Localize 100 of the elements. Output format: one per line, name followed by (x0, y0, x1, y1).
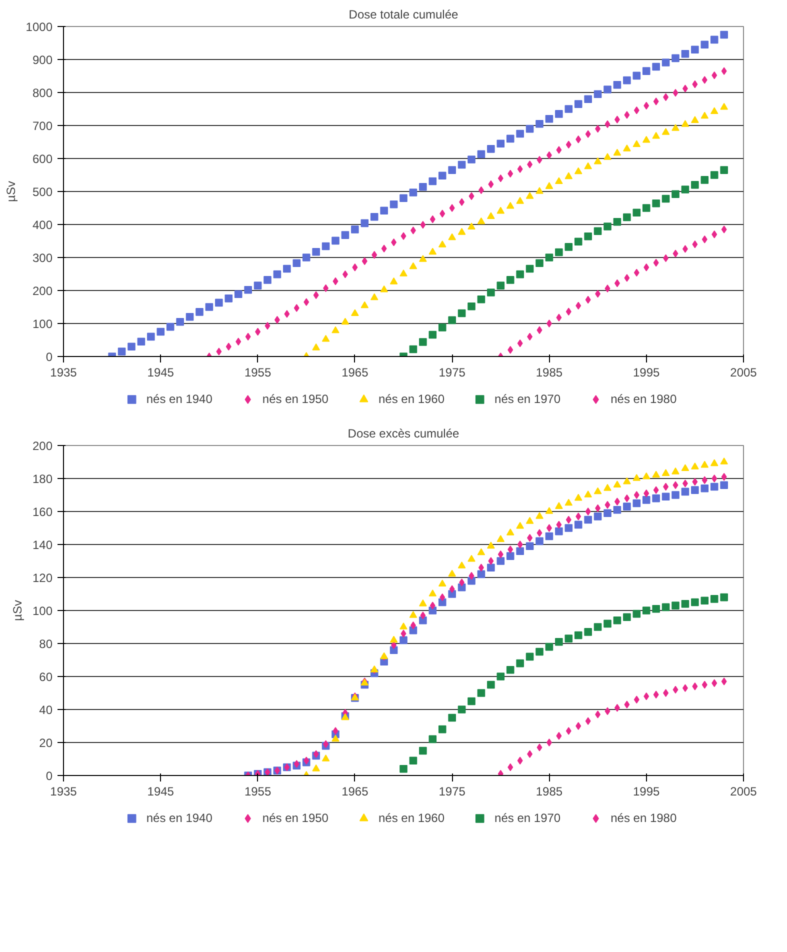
point (604, 153, 612, 160)
point (351, 309, 359, 316)
point (438, 240, 446, 248)
legend-label: nés en 1960 (378, 811, 445, 825)
point (440, 593, 446, 602)
point (692, 80, 698, 88)
point (721, 472, 727, 481)
point (672, 491, 680, 499)
point (604, 620, 612, 628)
point (448, 316, 456, 324)
y-axis-title: µSv (4, 181, 18, 202)
point (313, 291, 319, 300)
point (341, 318, 350, 325)
point (536, 326, 542, 334)
point (477, 217, 486, 224)
point (584, 490, 592, 498)
point (712, 230, 718, 238)
point (662, 194, 670, 203)
point (624, 274, 630, 282)
point (624, 111, 630, 119)
point (721, 678, 727, 686)
point (526, 264, 534, 273)
point (700, 460, 709, 468)
point (632, 208, 641, 217)
point (255, 328, 261, 336)
point (682, 480, 688, 488)
point (721, 226, 727, 234)
point (644, 489, 650, 498)
x-tick-label: 1945 (147, 784, 174, 798)
point (508, 346, 514, 354)
point (506, 528, 514, 536)
point (468, 192, 474, 200)
point (488, 180, 494, 188)
point (662, 469, 670, 476)
point (360, 301, 369, 308)
point (632, 140, 641, 148)
legend-label: nés en 1940 (146, 811, 212, 825)
point (604, 484, 612, 491)
point (477, 570, 486, 578)
point (419, 616, 427, 624)
point (449, 585, 455, 593)
point (420, 612, 426, 620)
point (488, 557, 494, 565)
point (672, 190, 680, 198)
point (440, 210, 446, 218)
point (498, 550, 504, 558)
point (508, 546, 514, 554)
y-tick-label: 60 (39, 670, 53, 684)
point (594, 487, 602, 494)
point (614, 498, 620, 506)
point (614, 116, 620, 124)
point (700, 484, 709, 492)
point (672, 602, 680, 610)
point (585, 296, 591, 304)
point (681, 600, 690, 608)
point (681, 120, 690, 127)
point (642, 136, 650, 143)
point (468, 302, 476, 310)
point (468, 222, 476, 230)
point (458, 562, 466, 568)
y-tick-label: 400 (32, 218, 53, 232)
y-tick-label: 600 (32, 152, 53, 166)
point (576, 302, 582, 310)
point (468, 576, 476, 585)
point (391, 238, 397, 246)
point (536, 259, 544, 268)
point (428, 590, 437, 596)
point (652, 470, 660, 478)
point (632, 499, 641, 508)
point (566, 140, 572, 149)
point (681, 186, 690, 194)
point (623, 213, 631, 222)
point (613, 218, 622, 226)
point (700, 596, 709, 604)
point (594, 227, 602, 235)
point (623, 613, 631, 621)
point (653, 98, 659, 106)
point (409, 611, 418, 618)
point (468, 572, 474, 580)
point (477, 296, 486, 304)
legend-label: nés en 1950 (262, 811, 328, 825)
point (516, 196, 524, 204)
y-tick-label: 180 (32, 472, 53, 486)
point (672, 124, 680, 131)
point (576, 722, 582, 730)
point (691, 598, 699, 606)
y-tick-label: 500 (32, 185, 53, 199)
point (613, 480, 622, 488)
point (672, 467, 680, 474)
point (312, 764, 320, 772)
point (517, 339, 523, 348)
point (700, 112, 709, 119)
point (574, 520, 582, 529)
point (409, 262, 418, 270)
point (400, 232, 406, 240)
point (672, 88, 678, 97)
point (419, 746, 427, 755)
point (508, 763, 514, 772)
point (380, 285, 388, 292)
point (216, 348, 222, 356)
